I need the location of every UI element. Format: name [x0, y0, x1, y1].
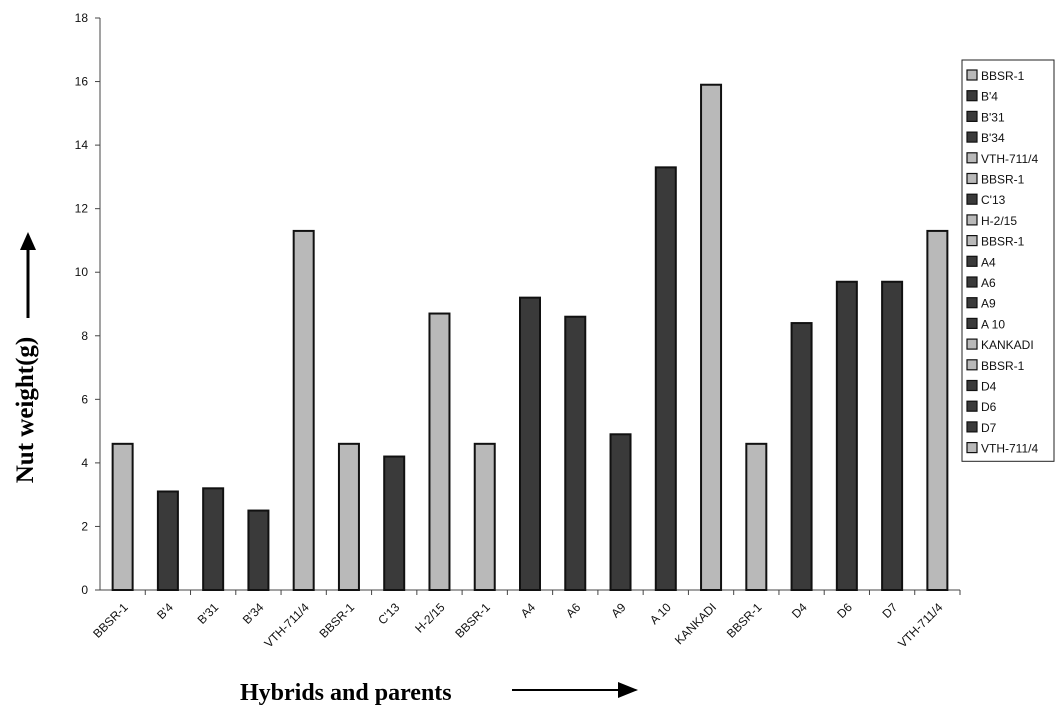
- x-tick-label: D6: [834, 600, 855, 621]
- legend-swatch: [966, 359, 978, 371]
- legend-label: BBSR-1: [981, 359, 1025, 373]
- x-tick-label: B'34: [240, 600, 267, 627]
- bar: [428, 312, 451, 591]
- x-axis-title: Hybrids and parents: [240, 680, 452, 706]
- x-tick-label: VTH-711/4: [895, 600, 946, 651]
- y-tick-label: 2: [81, 519, 88, 533]
- legend-label: D7: [981, 421, 997, 435]
- bar: [202, 487, 225, 591]
- bar: [835, 280, 858, 591]
- legend-swatch: [966, 214, 978, 226]
- x-tick-label: A9: [608, 600, 629, 621]
- bar: [745, 442, 768, 592]
- y-tick-label: 0: [81, 583, 88, 597]
- y-tick-label: 16: [75, 75, 89, 89]
- legend-swatch: [966, 317, 978, 329]
- bar: [111, 442, 134, 592]
- legend-swatch: [966, 379, 978, 392]
- legend-label: B'31: [981, 110, 1005, 124]
- legend-swatch: [966, 172, 978, 185]
- legend-label: A6: [981, 276, 996, 290]
- legend-label: D4: [981, 380, 997, 394]
- legend-swatch: [966, 338, 978, 350]
- bar: [926, 229, 949, 592]
- x-tick-label: B'31: [195, 600, 222, 627]
- bars: [111, 83, 949, 592]
- legend-swatch: [966, 297, 978, 309]
- legend-label: BBSR-1: [981, 235, 1025, 249]
- x-tick-label: D7: [879, 600, 900, 621]
- x-tick-label: D4: [789, 600, 810, 621]
- legend-swatch: [966, 276, 978, 288]
- x-tick-label: H-2/15: [412, 600, 448, 636]
- y-axis: 0 2 4 6 8 10 12 14 16 18: [75, 11, 101, 597]
- bar: [156, 490, 179, 591]
- legend-swatch: [966, 131, 978, 143]
- legend-swatch: [966, 400, 978, 412]
- x-tick-label: KANKADI: [672, 600, 719, 647]
- legend-label: B'4: [981, 90, 998, 104]
- y-tick-label: 4: [81, 456, 88, 470]
- y-tick-label: 12: [75, 202, 89, 216]
- y-axis-arrow: [20, 232, 36, 318]
- legend-swatch: [966, 235, 978, 247]
- bar: [609, 433, 632, 591]
- bar: [247, 509, 270, 591]
- legend-label: BBSR-1: [981, 69, 1025, 83]
- bar: [473, 442, 496, 592]
- legend-swatch: [966, 152, 978, 164]
- legend-label: A 10: [981, 317, 1005, 331]
- legend-label: A4: [981, 255, 996, 269]
- legend-label: KANKADI: [981, 338, 1034, 352]
- legend: BBSR-1 B'4 B'31 B'34 VTH-711/4 BBSR-1 C'13 H-2/…: [961, 59, 1055, 462]
- legend-swatch: [966, 442, 978, 454]
- legend-label: D6: [981, 400, 997, 414]
- legend-label: A9: [981, 297, 996, 311]
- legend-label: BBSR-1: [981, 173, 1025, 187]
- bar: [654, 166, 677, 591]
- bar: [790, 322, 813, 591]
- x-tick-label: C'13: [375, 600, 402, 627]
- legend-label: C'13: [981, 193, 1006, 207]
- x-tick-label: A6: [563, 600, 584, 621]
- bar: [292, 229, 315, 592]
- bar: [700, 83, 723, 591]
- legend-label: VTH-711/4: [981, 442, 1038, 456]
- legend-swatch: [966, 193, 978, 205]
- legend-swatch: [966, 69, 978, 81]
- y-tick-label: 18: [75, 11, 89, 25]
- legend-label: B'34: [981, 131, 1005, 145]
- bar: [881, 280, 904, 591]
- bar: [564, 315, 587, 591]
- y-tick-label: 14: [75, 138, 89, 152]
- x-tick-label: VTH-711/4: [262, 600, 313, 651]
- x-tick-label: A 10: [647, 600, 674, 627]
- bar: [383, 455, 406, 591]
- x-axis-arrow: [512, 682, 638, 698]
- x-tick-label: BBSR-1: [317, 600, 358, 641]
- y-axis-title: Nut weight(g): [12, 337, 39, 484]
- bar: [337, 442, 360, 592]
- legend-label: VTH-711/4: [981, 152, 1038, 166]
- legend-swatch: [966, 255, 978, 267]
- x-tick-label: A4: [518, 600, 539, 621]
- y-tick-label: 8: [81, 329, 88, 343]
- y-tick-label: 6: [81, 392, 88, 406]
- x-tick-label: BBSR-1: [452, 600, 493, 641]
- bar: [519, 296, 541, 591]
- y-tick-label: 10: [75, 265, 89, 279]
- legend-label: H-2/15: [981, 214, 1017, 228]
- legend-swatch: [966, 90, 978, 102]
- x-tick-label: B'4: [154, 600, 176, 622]
- x-tick-label: BBSR-1: [90, 600, 131, 641]
- legend-swatch: [966, 421, 978, 433]
- x-tick-label: BBSR-1: [724, 600, 765, 641]
- legend-swatch: [966, 110, 978, 123]
